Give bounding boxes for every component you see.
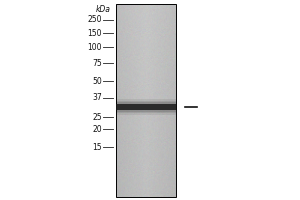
Text: 50: 50 [92,76,102,86]
Text: 100: 100 [88,43,102,51]
Text: 37: 37 [92,94,102,102]
Text: kDa: kDa [96,5,111,15]
Bar [116,4,176,197]
Text: 15: 15 [92,142,102,152]
Text: 20: 20 [92,124,102,134]
Text: 75: 75 [92,58,102,68]
Bar [116,102,176,112]
Bar [116,99,176,115]
Text: 25: 25 [92,112,102,121]
Bar [116,101,176,113]
Text: 150: 150 [88,28,102,38]
Bar [116,104,176,110]
Text: 250: 250 [88,16,102,24]
